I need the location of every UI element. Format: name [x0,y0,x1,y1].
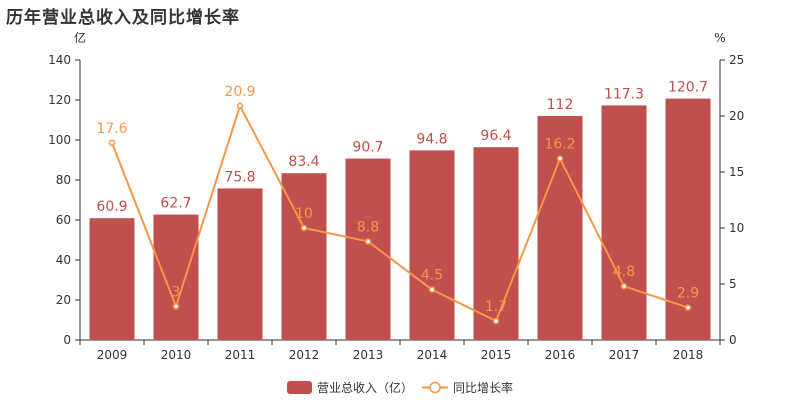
legend[interactable]: 营业总收入（亿） 同比增长率 [287,380,513,395]
x-tick-label: 2016 [545,348,576,362]
y-left-tick-label: 40 [56,253,71,267]
y-right-tick-label: 20 [729,109,744,123]
bar[interactable] [89,218,135,340]
line-point[interactable] [492,317,500,325]
bar-value-label: 62.7 [160,196,191,212]
bar[interactable] [473,147,519,340]
legend-bar-label[interactable]: 营业总收入（亿） [317,380,413,395]
y-right-tick-label: 15 [729,165,744,179]
legend-line-label[interactable]: 同比增长率 [453,380,513,395]
x-tick-label: 2011 [225,348,256,362]
y-right-tick-label: 5 [729,277,737,291]
y-left-tick-label: 0 [63,333,71,347]
bar-value-label: 120.7 [668,80,708,96]
x-tick-label: 2012 [289,348,320,362]
line-point[interactable] [620,282,628,290]
line-value-label: 16.2 [544,137,575,153]
line-point[interactable] [364,238,372,245]
chart-title: 历年营业总收入及同比增长率 [6,8,240,28]
y-left-tick-label: 80 [56,173,71,187]
legend-bar-swatch[interactable] [287,381,312,394]
line-point[interactable] [300,224,308,232]
bar-value-label: 60.9 [96,199,127,215]
line-point[interactable] [428,286,436,293]
bar-value-label: 94.8 [416,131,447,147]
y-left-unit: 亿 [74,30,86,45]
line-value-label: 8.8 [357,219,379,235]
x-tick-label: 2017 [609,348,640,362]
bar[interactable] [409,150,455,340]
bar[interactable] [153,214,199,340]
y-right-unit: % [714,31,725,45]
y-right-tick-label: 25 [729,53,744,67]
line-value-label: 3 [172,284,181,300]
line-series-group [108,102,692,325]
bar-value-label: 75.8 [224,169,255,185]
bar-value-label: 90.7 [352,140,383,156]
x-tick-label: 2014 [417,348,448,362]
line-point[interactable] [556,155,564,162]
bar-value-label: 112 [547,97,574,113]
line-value-label: 4.8 [613,264,635,280]
x-tick-label: 2009 [97,348,128,362]
bar-value-label: 83.4 [288,154,319,170]
x-tick-label: 2010 [161,348,192,362]
x-tick-label: 2013 [353,348,384,362]
bar[interactable] [601,105,647,341]
line-value-label: 1.7 [485,299,507,315]
y-left-tick-label: 20 [56,293,71,307]
y-left-tick-label: 120 [48,93,71,107]
line-value-label: 20.9 [224,84,255,100]
bars-group [89,98,711,341]
data-labels-group: 60.9 62.7 75.8 83.4 90.7 94.8 96.4 112 117.3 120.… [96,80,708,315]
growth-rate-line [111,103,689,323]
y-left-tick-label: 100 [48,133,71,147]
line-point[interactable] [172,303,180,310]
line-point[interactable] [108,139,116,147]
bar[interactable] [217,188,263,340]
bar-value-label: 96.4 [480,128,511,144]
y-right-tick-label: 0 [729,333,737,347]
line-value-label: 4.5 [421,268,443,284]
bar[interactable] [665,98,711,340]
y-left-tick-label: 140 [48,53,71,67]
bar[interactable] [345,158,391,340]
line-point[interactable] [684,304,692,311]
bar-value-label: 117.3 [604,86,644,102]
x-tick-label: 2015 [481,348,512,362]
bar[interactable] [537,116,583,340]
line-value-label: 2.9 [677,286,699,302]
x-tick-label: 2018 [673,348,704,362]
legend-line-marker [429,381,441,394]
line-value-label: 10 [295,206,313,222]
line-point[interactable] [236,102,244,110]
line-value-label: 17.6 [96,121,127,137]
y-right-tick-label: 10 [729,221,744,235]
y-left-tick-label: 60 [56,213,71,227]
